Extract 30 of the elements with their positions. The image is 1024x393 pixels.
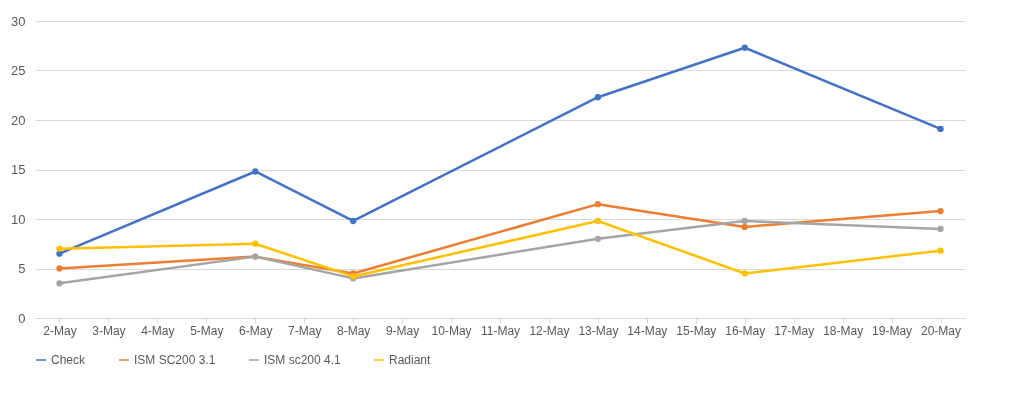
x-tick-label: 15-May <box>676 323 717 338</box>
x-tick-label: 17-May <box>774 323 815 338</box>
x-tick-label: 5-May <box>190 323 224 338</box>
x-tick-label: 13-May <box>578 323 619 338</box>
y-tick-label: 25 <box>11 63 26 78</box>
x-tick-label: 2-May <box>43 323 77 338</box>
y-tick-label: 20 <box>11 112 26 128</box>
x-tick-label: 12-May <box>529 323 570 338</box>
legend-label: ISM sc200 4.1 <box>264 353 342 367</box>
legend-label: Check <box>51 353 87 367</box>
x-tick-label: 19-May <box>872 323 913 338</box>
y-tick-label: 30 <box>11 13 26 29</box>
x-tick-label: 3-May <box>92 323 126 338</box>
x-tick-label: 11-May <box>480 323 521 338</box>
x-tick-label: 10-May <box>431 323 472 338</box>
x-tick-label: 20-May <box>921 323 962 338</box>
y-tick-label: 0 <box>18 310 26 326</box>
y-tick-label: 10 <box>11 211 26 227</box>
x-tick-label: 14-May <box>627 323 668 338</box>
x-tick-label: 9-May <box>385 323 420 338</box>
x-tick-label: 4-May <box>141 323 175 338</box>
x-tick-label: 16-May <box>725 323 766 338</box>
x-tick-label: 6-May <box>239 323 273 338</box>
x-tick-label: 18-May <box>823 323 864 338</box>
y-tick-label: 15 <box>11 162 26 177</box>
legend-label: Radiant <box>389 353 432 367</box>
legend-label: ISM SC200 3.1 <box>134 353 216 367</box>
x-tick-label: 8-May <box>336 323 371 338</box>
x-tick-label: 7-May <box>288 323 322 338</box>
y-tick-label: 5 <box>18 261 26 276</box>
